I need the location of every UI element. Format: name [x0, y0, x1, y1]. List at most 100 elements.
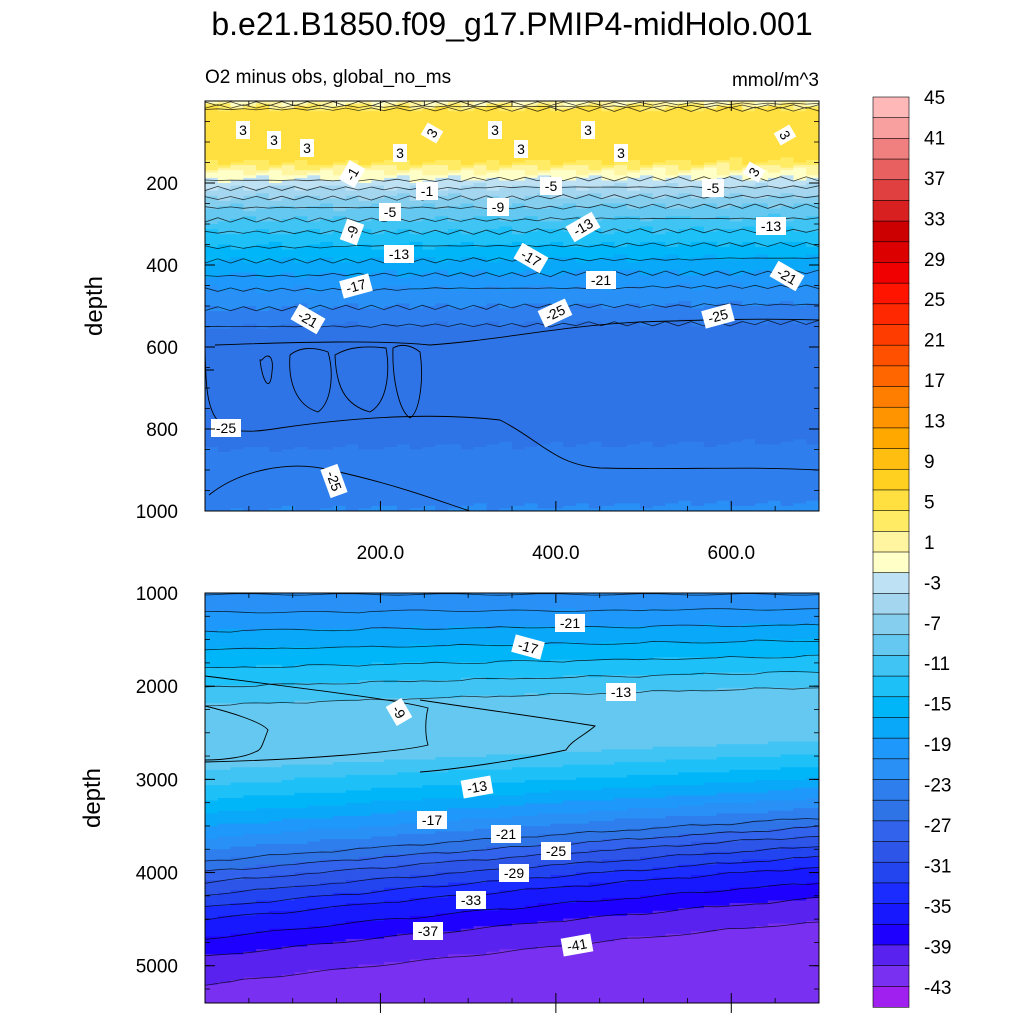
color-cell [742, 124, 756, 128]
color-cell [806, 247, 819, 251]
color-cell [537, 165, 551, 169]
color-cell [281, 231, 296, 235]
color-cell [742, 265, 756, 269]
color-cell [780, 298, 795, 302]
color-cell [230, 316, 244, 320]
color-cell [614, 231, 628, 235]
color-cell [217, 349, 232, 353]
color-cell [614, 134, 628, 138]
color-cell [422, 303, 436, 307]
color-cell [332, 218, 347, 223]
color-cell [371, 103, 385, 107]
color-cell [627, 357, 641, 361]
color-cell [281, 195, 296, 199]
color-cell [473, 259, 488, 264]
color-cell [614, 259, 628, 264]
color-cell [230, 334, 244, 338]
color-cell [473, 267, 488, 271]
color-cell [243, 188, 257, 192]
color-cell [243, 226, 257, 230]
color-cell [755, 247, 769, 251]
color-cell [320, 154, 334, 158]
color-cell [588, 354, 603, 358]
color-cell [499, 126, 513, 130]
color-cell [780, 329, 795, 333]
color-cell [793, 136, 807, 141]
color-cell [806, 188, 819, 192]
color-cell [486, 175, 500, 179]
color-cell [806, 293, 819, 297]
color-cell [460, 270, 475, 274]
color-cell [486, 234, 500, 238]
color-cell [396, 326, 411, 330]
color-cell [460, 159, 475, 164]
color-cell [601, 234, 615, 238]
color-cell [793, 144, 807, 148]
color-cell [448, 295, 462, 299]
color-cell [780, 183, 795, 187]
color-cell [537, 339, 551, 343]
color-cell [703, 239, 718, 243]
color-cell [639, 290, 654, 294]
color-cell [742, 144, 756, 148]
color-cell [742, 295, 756, 299]
color-cell [460, 131, 475, 135]
color-cell [281, 121, 296, 125]
color-cell [396, 359, 411, 363]
color-cell [384, 234, 398, 238]
color-cell [409, 106, 424, 110]
color-cell [243, 231, 257, 235]
color-cell [639, 198, 654, 202]
color-cell [524, 359, 539, 363]
color-cell [268, 265, 283, 269]
color-cell [358, 239, 372, 243]
color-cell [639, 118, 654, 123]
color-cell [678, 316, 692, 320]
color-cell [563, 170, 577, 174]
color-cell [639, 252, 654, 256]
color-cell [435, 167, 449, 171]
color-cell [575, 198, 590, 202]
color-cell [806, 106, 819, 110]
color-cell [524, 226, 539, 230]
color-cell [217, 124, 232, 128]
color-cell [806, 101, 819, 105]
color-cell [435, 247, 449, 251]
color-cell [537, 154, 551, 158]
color-cell [678, 254, 692, 258]
color-cell [703, 218, 718, 223]
color-cell [345, 157, 360, 161]
color-cell [716, 323, 731, 328]
color-cell [396, 229, 411, 233]
color-cell [422, 144, 436, 148]
color-cell [358, 103, 372, 107]
color-cell [755, 116, 769, 120]
color-cell [499, 290, 513, 294]
color-cell [320, 152, 334, 156]
color-cell [524, 203, 539, 207]
color-cell [409, 277, 424, 281]
color-cell [678, 216, 692, 220]
color-cell [460, 280, 475, 284]
color-cell [729, 208, 743, 212]
color-cell [639, 193, 654, 197]
color-cell [575, 106, 590, 110]
color-cell [537, 277, 551, 281]
color-cell [639, 113, 654, 117]
color-cell [742, 280, 756, 284]
color-cell [307, 157, 321, 161]
color-cell [307, 247, 321, 251]
color-cell [332, 188, 347, 192]
color-cell [588, 124, 603, 128]
color-cell [217, 318, 232, 322]
color-cell [652, 357, 667, 361]
color-cell [729, 262, 743, 266]
color-cell [217, 229, 232, 233]
color-cell [307, 108, 321, 112]
color-cell [345, 331, 360, 335]
color-cell [550, 267, 564, 271]
color-cell [716, 172, 731, 176]
color-cell [652, 193, 667, 197]
color-cell [755, 241, 769, 246]
color-cell [550, 149, 564, 153]
